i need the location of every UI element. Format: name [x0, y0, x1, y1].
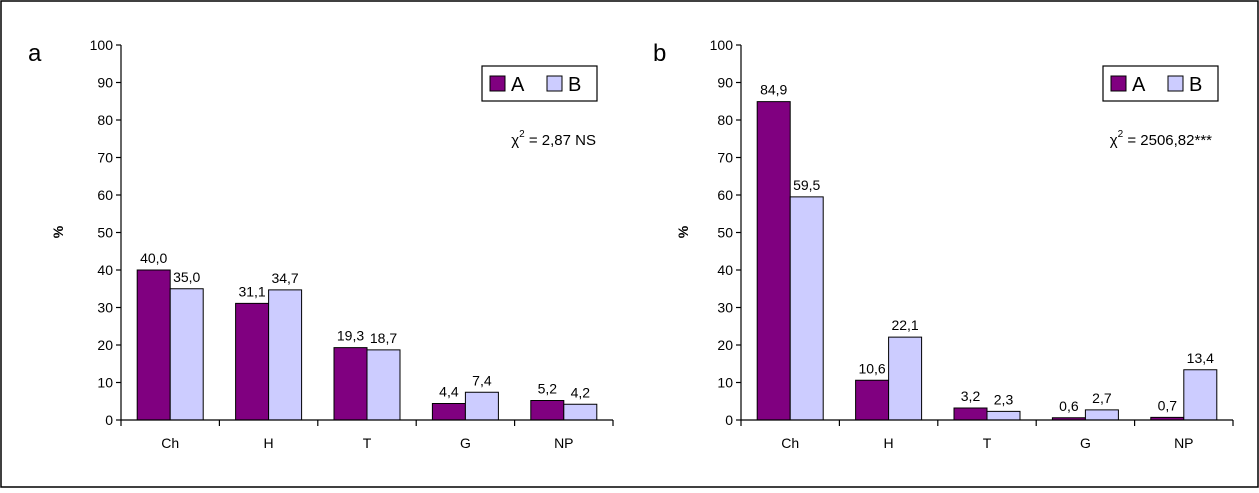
- chi-square-annotation: χ2 = 2506,82***: [1110, 129, 1212, 149]
- data-label: 10,6: [858, 360, 885, 376]
- chi-square-annotation: χ2 = 2,87 NS: [511, 129, 596, 149]
- bar-B-T: [986, 410, 1021, 421]
- y-tick-label: 70: [717, 150, 733, 166]
- bar-A-H: [235, 302, 270, 421]
- chi-value: = 2506,82***: [1123, 132, 1212, 149]
- legend-label-B: B: [568, 74, 581, 96]
- bar-B-H: [888, 336, 923, 421]
- data-label: 34,7: [271, 270, 298, 286]
- y-axis-label: %: [675, 225, 691, 238]
- data-label: 2,3: [994, 391, 1014, 407]
- y-tick-label: 50: [717, 225, 733, 241]
- x-tick-label: Ch: [161, 435, 179, 451]
- data-label: 0,6: [1059, 398, 1079, 414]
- data-label: 18,7: [370, 330, 397, 346]
- data-label: 5,2: [538, 381, 558, 397]
- bar-A-T: [333, 347, 368, 421]
- x-tick-label: NP: [1174, 435, 1193, 451]
- bar-A-Ch: [136, 269, 171, 421]
- y-tick-label: 60: [717, 187, 733, 203]
- data-label: 40,0: [140, 250, 167, 266]
- panel-label: a: [28, 40, 42, 67]
- y-tick-label: 40: [97, 262, 113, 278]
- data-label: 4,2: [571, 384, 591, 400]
- data-label: 59,5: [793, 177, 820, 193]
- y-axis-label: %: [50, 225, 66, 238]
- data-label: 13,4: [1187, 350, 1214, 366]
- x-tick-label: H: [264, 435, 274, 451]
- y-tick-label: 90: [717, 75, 733, 91]
- bar-A-G: [431, 403, 466, 421]
- y-tick-label: 40: [717, 262, 733, 278]
- bar-B-H: [268, 289, 303, 421]
- panels: a%010203040506070809010040,035,0Ch31,134…: [28, 37, 1234, 451]
- y-tick-label: 20: [97, 337, 113, 353]
- panel-label: b: [653, 40, 666, 67]
- legend-label-A: A: [511, 74, 525, 96]
- y-tick-label: 90: [97, 75, 113, 91]
- bar-A-NP: [530, 400, 565, 421]
- bar-B-Ch: [169, 288, 204, 421]
- bar-B-NP: [563, 403, 598, 421]
- y-tick-label: 80: [97, 112, 113, 128]
- chi-value: = 2,87 NS: [525, 132, 596, 149]
- chart-panel-a: a% 0 10 20 30 40 50 60 70 80 90 100 40,0 35,0 Ch 31,1 34…: [28, 37, 614, 451]
- y-tick-label: 0: [725, 412, 733, 428]
- bar-B-Ch: [789, 196, 824, 421]
- y-tick-label: 80: [717, 112, 733, 128]
- y-tick-label: 30: [717, 300, 733, 316]
- x-tick-label: G: [460, 435, 471, 451]
- bar-A-T: [953, 407, 988, 421]
- x-tick-label: T: [983, 435, 992, 451]
- bar-A-Ch: [756, 101, 791, 421]
- legend-label-A: A: [1132, 74, 1146, 96]
- data-label: 4,4: [439, 384, 459, 400]
- data-label: 3,2: [961, 388, 981, 404]
- x-tick-label: H: [884, 435, 894, 451]
- y-tick-label: 100: [710, 37, 734, 53]
- data-label: 31,1: [238, 283, 265, 299]
- y-tick-label: 30: [97, 300, 113, 316]
- chi-symbol: χ: [1110, 132, 1118, 149]
- y-tick-label: 0: [105, 412, 113, 428]
- data-label: 2,7: [1092, 390, 1112, 406]
- bar-B-G: [464, 391, 499, 421]
- bar-A-H: [855, 379, 890, 421]
- y-tick-label: 10: [717, 375, 733, 391]
- x-tick-label: G: [1080, 435, 1091, 451]
- y-tick-label: 50: [97, 225, 113, 241]
- x-tick-label: NP: [554, 435, 573, 451]
- chi-superscript: 2: [519, 129, 525, 140]
- chi-symbol: χ: [511, 132, 519, 149]
- legend-swatch-B: [1167, 75, 1184, 92]
- data-label: 84,9: [760, 82, 787, 98]
- bar-B-G: [1084, 409, 1119, 421]
- x-tick-label: T: [363, 435, 372, 451]
- data-label: 35,0: [173, 269, 200, 285]
- y-tick-label: 70: [97, 150, 113, 166]
- legend-swatch-A: [489, 75, 506, 92]
- y-tick-label: 20: [717, 337, 733, 353]
- x-tick-label: Ch: [781, 435, 799, 451]
- legend-swatch-A: [1110, 75, 1127, 92]
- y-tick-label: 100: [90, 37, 114, 53]
- data-label: 0,7: [1158, 397, 1178, 413]
- data-label: 22,1: [891, 317, 918, 333]
- bar-B-T: [366, 349, 401, 421]
- data-label: 19,3: [337, 328, 364, 344]
- legend-label-B: B: [1189, 74, 1202, 96]
- chi-superscript: 2: [1118, 129, 1124, 140]
- y-tick-label: 60: [97, 187, 113, 203]
- y-tick-label: 10: [97, 375, 113, 391]
- data-label: 7,4: [472, 372, 492, 388]
- legend-swatch-B: [546, 75, 563, 92]
- chart-panel-b: b%010203040506070809010084,959,5Ch10,622…: [653, 37, 1234, 451]
- bar-B-NP: [1183, 369, 1218, 421]
